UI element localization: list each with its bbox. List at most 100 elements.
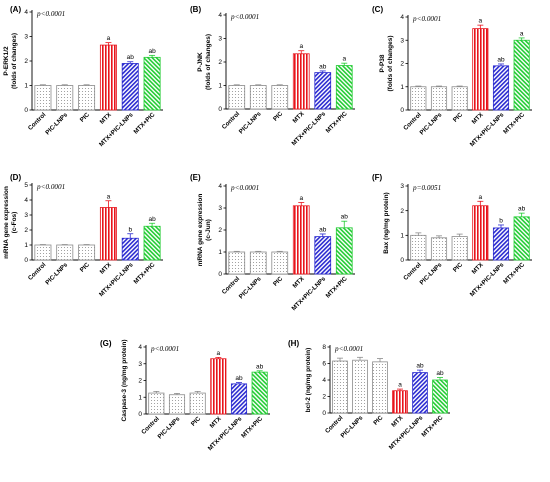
x-tick-label: PIC: [272, 275, 285, 288]
x-tick-label: PIC-LNPs: [340, 414, 365, 439]
x-tick-label: PIC-LNPs: [44, 261, 69, 286]
y-tick-label: 0: [400, 257, 404, 264]
bar-control: [34, 244, 52, 261]
bar-mtx: [210, 358, 227, 415]
bar-pic-lnps: [56, 85, 74, 111]
y-tick-label: 4: [24, 9, 28, 16]
y-tick-label: 4: [218, 12, 222, 19]
significance-label: a: [107, 35, 111, 42]
bar-pic-lnps: [249, 85, 267, 110]
x-tick-label: PIC: [372, 414, 385, 427]
significance-label: ab: [148, 48, 156, 55]
bar-pic-lnps: [430, 86, 448, 111]
x-tick-label: PIC-LNPs: [419, 111, 444, 136]
y-tick-label: 1: [24, 242, 28, 249]
y-axis-label: Caspase-3 (ng/mg protein): [121, 340, 128, 422]
x-tick-label: MTX: [99, 111, 114, 126]
significance-label: ab: [235, 375, 243, 382]
significance-label: ab: [436, 370, 444, 377]
bar-mtx-pic-lnps: [314, 72, 332, 110]
chart-panel-d: (D) p<0.0001 0 1 2 3 4 5 mRNA gene expression (c-…: [3, 173, 163, 298]
y-axis-label: mRNA gene expression: [197, 194, 204, 267]
x-tick-label: MTX: [99, 261, 114, 276]
p-value-label: p<0.0001: [334, 345, 363, 353]
y-axis-label: P-P38: [379, 54, 386, 72]
x-tick-label: PIC-LNPs: [419, 261, 444, 286]
bar-pic: [451, 86, 468, 111]
x-tick-label: PIC: [452, 111, 465, 124]
bar-mtx-pic: [143, 56, 161, 111]
p-value-label: p=0.0051: [412, 184, 441, 192]
bar-mtx-pic-lnps: [121, 237, 139, 261]
y-tick-label: 4: [322, 377, 326, 384]
bar-pic: [451, 236, 468, 261]
y-axis-label: mRNA gene expression: [3, 186, 10, 259]
bar-mtx: [392, 390, 408, 414]
y-axis-label: (folds of changes): [11, 33, 18, 89]
x-tick-label: PIC: [190, 415, 203, 428]
y-tick-label: 3: [24, 212, 28, 219]
y-axis-label: (c-Fos): [11, 212, 18, 234]
bar-mtx-pic: [251, 371, 268, 415]
x-tick-label: Control: [221, 275, 242, 296]
significance-label: ab: [497, 56, 505, 63]
y-tick-label: 1: [218, 249, 222, 256]
x-tick-label: PIC-LNPs: [44, 111, 69, 136]
panel-label: (F): [372, 173, 383, 182]
y-tick-label: 0: [322, 410, 326, 417]
y-tick-label: 1: [400, 233, 404, 240]
bar-pic: [372, 361, 388, 414]
x-tick-label: PIC: [452, 261, 465, 274]
significance-label: a: [217, 350, 221, 357]
y-tick-label: 2: [24, 58, 28, 65]
panel-label: (G): [100, 339, 112, 348]
bar-pic-lnps: [352, 359, 368, 414]
bar-pic-lnps: [249, 251, 267, 275]
panel-label: (C): [372, 5, 383, 14]
bar-control: [148, 392, 165, 415]
y-tick-label: 3: [400, 37, 404, 44]
x-tick-label: Control: [27, 111, 48, 132]
y-tick-label: 1: [138, 394, 142, 401]
y-tick-label: 0: [24, 257, 28, 264]
bar-mtx-pic: [513, 39, 530, 111]
x-tick-label: MTX+PIC: [240, 415, 264, 439]
y-tick-label: 3: [24, 34, 28, 41]
y-axis-label: (c-Jun): [205, 219, 212, 241]
y-tick-label: 3: [218, 205, 222, 212]
y-tick-label: 4: [400, 14, 404, 21]
chart-panel-e: (E) p<0.0001 0 1 2 3 4 mRNA gene expression (c-J…: [190, 173, 355, 312]
significance-label: ab: [319, 63, 327, 70]
y-axis-label: P-ERK1/2: [3, 46, 10, 76]
bar-control: [228, 251, 246, 275]
significance-label: a: [299, 195, 303, 202]
bar-pic-lnps: [56, 244, 74, 261]
bar-mtx: [472, 28, 489, 111]
p-value-label: p<0.0001: [412, 15, 441, 23]
y-tick-label: 0: [218, 106, 222, 113]
bar-pic: [189, 392, 206, 415]
panel-label: (D): [10, 173, 21, 182]
y-axis-label: Bax (ng/mg protein): [383, 192, 390, 253]
significance-label: ab: [256, 363, 264, 370]
x-tick-label: MTX: [471, 111, 486, 126]
bar-pic: [271, 251, 289, 275]
x-tick-label: MTX+PIC: [132, 261, 156, 285]
p-value-label: p<0.0001: [36, 10, 65, 18]
x-tick-label: MTX: [209, 415, 224, 430]
y-axis-label: (folds of changes): [205, 34, 212, 90]
significance-label: ab: [127, 54, 135, 61]
significance-label: a: [520, 30, 524, 37]
x-tick-label: MTX+PIC: [325, 275, 349, 299]
p-value-label: p<0.0001: [150, 345, 179, 353]
y-tick-label: 3: [138, 361, 142, 368]
x-tick-label: MTX+PIC: [132, 111, 156, 135]
bar-mtx-pic-lnps: [121, 63, 139, 111]
bar-pic: [78, 85, 96, 111]
x-tick-label: MTX+PIC: [420, 414, 444, 438]
y-tick-label: 2: [400, 208, 404, 215]
bar-pic-lnps: [430, 237, 448, 261]
y-axis-label: P-JNK: [197, 52, 204, 72]
x-tick-label: MTX+PIC: [502, 111, 526, 135]
